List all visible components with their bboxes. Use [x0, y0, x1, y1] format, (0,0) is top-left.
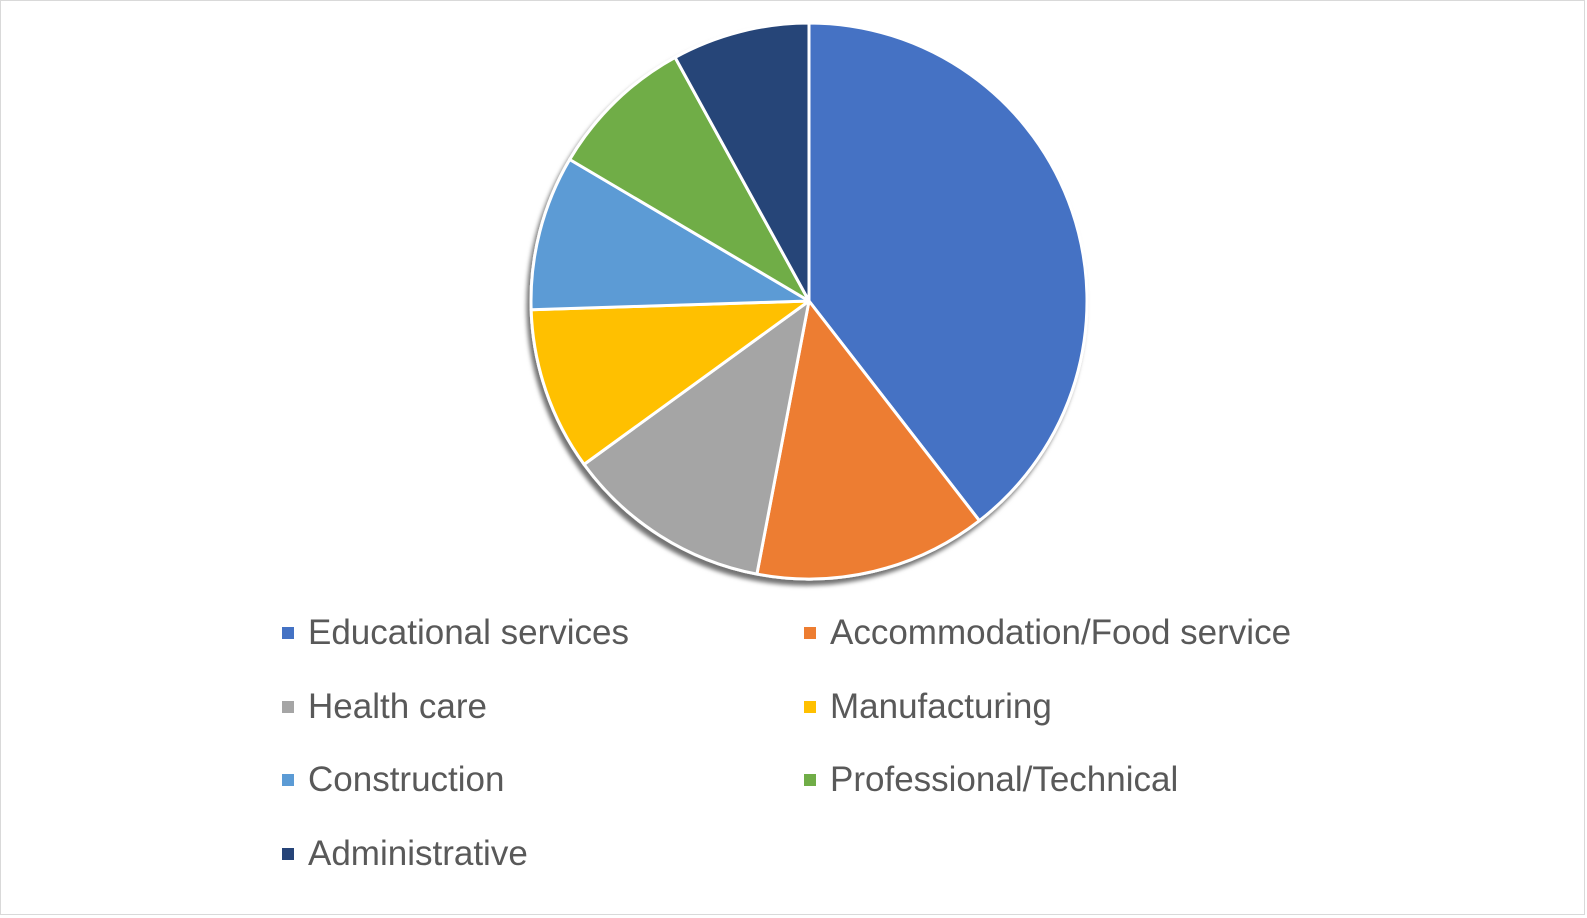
legend-item-administrative: Administrative	[282, 834, 528, 874]
pie-slice-construction	[529, 157, 811, 312]
pie-slice-manufacturing	[529, 299, 811, 466]
pie-slice-accommodation-food-service	[755, 299, 981, 581]
legend-label-construction: Construction	[308, 760, 505, 799]
legend-label-manufacturing: Manufacturing	[830, 687, 1052, 726]
legend-item-educational-services: Educational services	[282, 613, 629, 653]
legend-swatch-accommodation-food-service	[804, 627, 816, 639]
legend-item-health-care: Health care	[282, 687, 487, 727]
legend-swatch-administrative	[282, 848, 294, 860]
pie-slice-educational-services	[807, 21, 1089, 523]
legend-item-professional-technical: Professional/Technical	[804, 760, 1178, 800]
legend-swatch-health-care	[282, 701, 294, 713]
legend-label-educational-services: Educational services	[308, 613, 629, 652]
legend-swatch-educational-services	[282, 627, 294, 639]
pie-slices	[529, 21, 1089, 581]
pie-slice-health-care	[582, 299, 811, 576]
legend-label-accommodation-food-service: Accommodation/Food service	[830, 613, 1292, 652]
legend-swatch-professional-technical	[804, 774, 816, 786]
pie-slice-professional-technical	[568, 55, 811, 303]
pie-slice-administrative	[673, 21, 811, 303]
legend-item-manufacturing: Manufacturing	[804, 687, 1052, 727]
legend-label-administrative: Administrative	[308, 834, 528, 873]
legend-label-professional-technical: Professional/Technical	[830, 760, 1179, 799]
legend-swatch-construction	[282, 774, 294, 786]
legend-item-construction: Construction	[282, 760, 504, 800]
legend-item-accommodation-food-service: Accommodation/Food service	[804, 613, 1291, 653]
legend-label-health-care: Health care	[308, 687, 487, 726]
legend-swatch-manufacturing	[804, 701, 816, 713]
